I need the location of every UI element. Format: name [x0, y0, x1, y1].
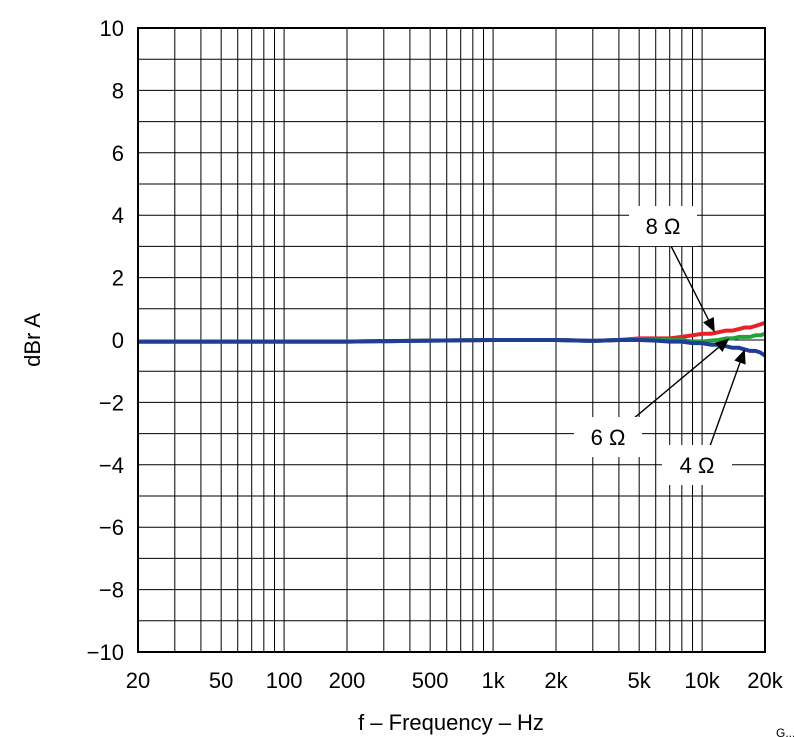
x-tick-label: 100: [266, 668, 303, 693]
y-tick-label: 0: [112, 328, 124, 353]
annotation-label: 4 Ω: [680, 453, 715, 478]
y-tick-label: 6: [112, 141, 124, 166]
y-tick-label: −8: [99, 578, 124, 603]
y-tick-label: −4: [99, 453, 124, 478]
x-tick-label: 1k: [481, 668, 505, 693]
y-tick-label: −10: [87, 640, 124, 665]
annotation-arrow-head: [703, 317, 715, 333]
x-tick-label: 2k: [544, 668, 568, 693]
annotation-label: 6 Ω: [591, 425, 626, 450]
series-line-4-ohm: [138, 338, 765, 358]
annotation-arrow-head: [734, 349, 746, 365]
annotation-box: [574, 417, 642, 457]
x-tick-label: 50: [209, 668, 233, 693]
corner-mark: G...: [776, 726, 794, 737]
x-tick-label: 20k: [747, 668, 783, 693]
y-tick-label: −2: [99, 390, 124, 415]
annotations: 8 Ω 6 Ω 4 Ω: [574, 206, 746, 485]
plot-frame: [137, 27, 766, 653]
x-axis-title: f – Frequency – Hz: [358, 710, 544, 735]
x-tick-label: 10k: [684, 668, 720, 693]
y-tick-label: −6: [99, 515, 124, 540]
annotation-8-ohm: 8 Ω: [629, 206, 715, 333]
annotation-label: 8 Ω: [646, 214, 681, 239]
y-tick-label: 10: [100, 16, 124, 41]
annotation-arrow-line: [709, 362, 741, 447]
x-tick-label: 5k: [628, 668, 652, 693]
annotation-6-ohm: 6 Ω: [574, 338, 730, 457]
x-tick-label: 20: [126, 668, 150, 693]
annotation-box: [629, 206, 697, 246]
y-tick-labels: 10 8 6 4 2 0 −2 −4 −6 −8 −10: [87, 16, 124, 665]
annotation-4-ohm: 4 Ω: [662, 349, 746, 485]
y-tick-label: 2: [112, 266, 124, 291]
y-tick-label: 4: [112, 203, 124, 228]
annotation-box: [662, 445, 732, 485]
x-tick-label: 200: [329, 668, 366, 693]
annotation-arrow-head: [714, 338, 730, 353]
annotation-arrow-line: [632, 346, 720, 420]
annotation-arrow-line: [670, 245, 710, 321]
y-axis-title: dBr A: [20, 313, 45, 367]
x-tick-label: 500: [412, 668, 449, 693]
y-tick-label: 8: [112, 78, 124, 103]
series-layer: [138, 320, 765, 358]
x-tick-labels: 20 50 100 200 500 1k 2k 5k 10k 20k: [126, 668, 784, 693]
